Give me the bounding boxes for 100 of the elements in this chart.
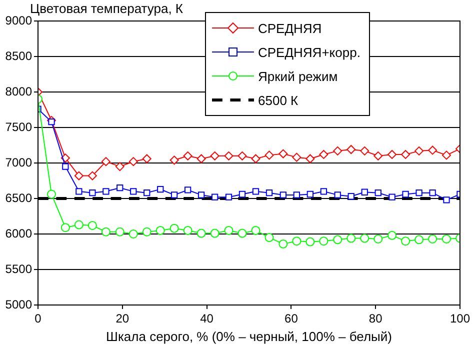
point [102, 188, 110, 195]
point [442, 234, 451, 244]
point [156, 226, 165, 235]
point [170, 224, 179, 233]
x-tick-label: 40 [200, 312, 214, 326]
point [170, 156, 179, 165]
point [428, 234, 438, 244]
point [334, 192, 341, 198]
point [196, 154, 206, 164]
point [88, 220, 97, 230]
legend-label: 6500 К [258, 92, 298, 108]
point [116, 184, 124, 192]
point [74, 220, 84, 230]
point [89, 189, 96, 196]
point [374, 151, 383, 160]
x-tick-label: 0 [34, 312, 42, 326]
point [62, 163, 69, 170]
point [388, 150, 397, 159]
point [346, 234, 356, 243]
point [374, 234, 383, 244]
y-tick-label: 8000 [5, 84, 32, 98]
point [252, 188, 260, 195]
y-tick-label: 5500 [5, 262, 32, 276]
point [115, 227, 124, 236]
y-tick-label: 8500 [5, 48, 32, 63]
legend-label: Яркий режим [258, 68, 338, 84]
x-tick-label: 100 [450, 312, 470, 326]
point [306, 237, 315, 246]
point [428, 146, 438, 155]
point [360, 234, 370, 243]
point [74, 171, 84, 180]
point [183, 226, 192, 235]
point [183, 151, 192, 160]
x-axis-title: Шкала серого, % (0% – черный, 100% – белый) [106, 328, 392, 344]
point [388, 194, 396, 200]
y-tick-label: 6000 [5, 226, 32, 240]
x-tick-label: 80 [368, 312, 383, 326]
point [442, 150, 451, 160]
point [210, 151, 220, 160]
point [196, 228, 206, 238]
point [184, 186, 192, 194]
point [333, 146, 342, 156]
point [266, 189, 273, 196]
point [238, 228, 247, 238]
point [264, 233, 274, 242]
point [346, 145, 356, 154]
point [264, 150, 274, 160]
point [319, 236, 328, 246]
point [278, 149, 288, 158]
point [142, 154, 152, 164]
point [402, 190, 409, 198]
point [144, 189, 150, 196]
point [292, 152, 302, 162]
point [101, 157, 110, 166]
point [429, 189, 436, 196]
x-tick-label: 20 [116, 312, 130, 326]
point [320, 188, 328, 195]
y-tick-label: 7500 [5, 120, 32, 134]
point [416, 189, 422, 196]
legend-label: СРЕДНЯЯ [258, 20, 322, 36]
y-tick-label: 7000 [5, 155, 32, 170]
y-tick-label: 9000 [5, 13, 32, 28]
point [251, 226, 260, 235]
point [210, 228, 220, 238]
point [443, 196, 450, 204]
point [60, 223, 70, 232]
point [292, 236, 302, 246]
point [374, 189, 382, 196]
point [333, 235, 342, 244]
legend-label: СРЕДНЯЯ+корр. [258, 44, 360, 60]
point [278, 239, 288, 248]
point [128, 230, 138, 238]
point [238, 151, 247, 160]
point [198, 192, 205, 198]
point [115, 162, 124, 172]
point [360, 146, 370, 156]
point [348, 193, 354, 200]
point [224, 151, 234, 160]
point [361, 188, 368, 196]
x-tick-label: 60 [284, 312, 298, 326]
point [225, 194, 232, 200]
point [388, 230, 397, 240]
point [47, 190, 56, 199]
point [142, 227, 152, 236]
point [293, 192, 300, 198]
point [76, 188, 82, 195]
point [130, 188, 137, 195]
point [238, 190, 246, 198]
point [101, 227, 110, 236]
point [170, 192, 178, 198]
point [157, 186, 164, 193]
point [319, 150, 328, 159]
point [306, 154, 315, 164]
point [48, 118, 55, 126]
point [60, 154, 70, 163]
point [211, 194, 218, 200]
point [306, 190, 314, 198]
y-axis-title: Цветовая температура, К [30, 1, 183, 16]
y-tick-label: 6500 [5, 190, 32, 205]
point [224, 226, 234, 235]
